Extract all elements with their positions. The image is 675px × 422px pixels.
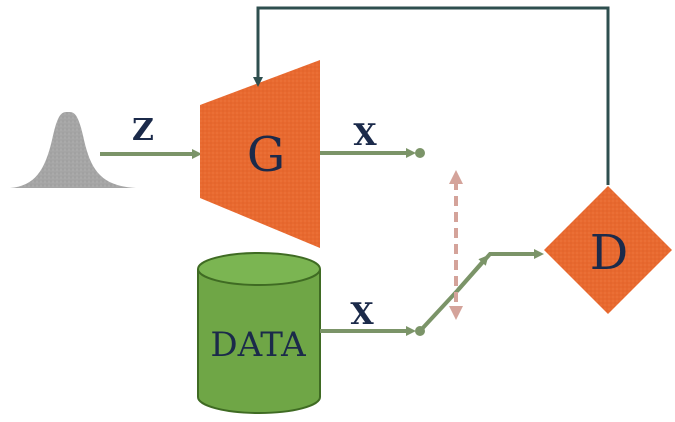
gaussian-noise-shape xyxy=(10,112,136,188)
switch-indicator-up-arrowhead xyxy=(449,170,463,184)
discriminator-label: D xyxy=(590,225,628,281)
data-source-label: DATA xyxy=(210,325,306,365)
generated-output-label: X xyxy=(353,118,377,153)
noise-input-label: Z xyxy=(132,113,154,148)
data-output-label: X xyxy=(350,297,374,332)
switch-lever-arrow-mid xyxy=(458,258,486,290)
generator-output-node xyxy=(415,148,425,158)
generator-label: G xyxy=(247,127,285,183)
switch-indicator-down-arrowhead xyxy=(449,306,463,320)
